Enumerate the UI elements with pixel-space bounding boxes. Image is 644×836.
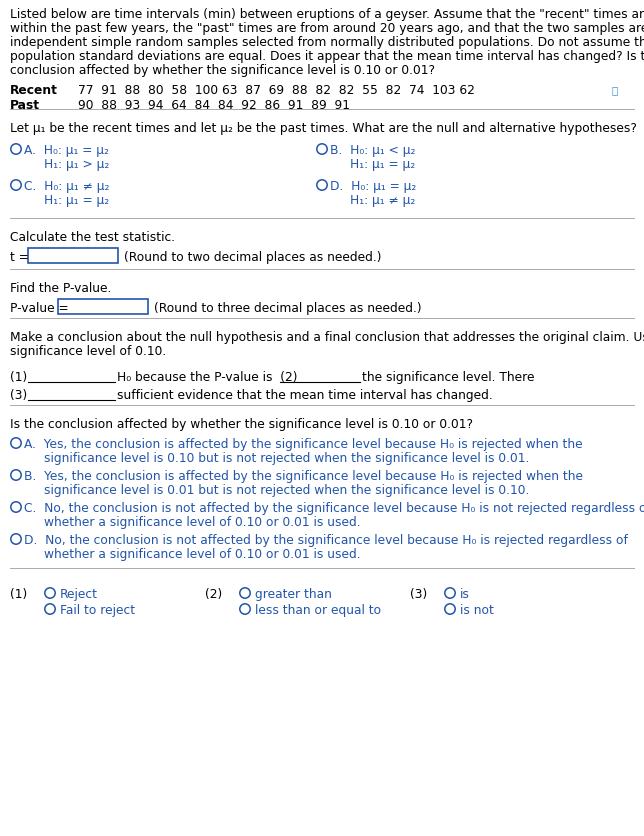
- Text: 90  88  93  94  64  84  84  92  86  91  89  91: 90 88 93 94 64 84 84 92 86 91 89 91: [78, 99, 350, 112]
- Text: (2): (2): [205, 588, 222, 601]
- Text: Past: Past: [10, 99, 40, 112]
- Text: t =: t =: [10, 251, 29, 264]
- Text: significance level is 0.10 but is not rejected when the significance level is 0.: significance level is 0.10 but is not re…: [44, 452, 529, 465]
- Text: B.  Yes, the conclusion is affected by the significance level because H₀ is reje: B. Yes, the conclusion is affected by th…: [24, 470, 583, 483]
- Text: C.  No, the conclusion is not affected by the significance level because H₀ is n: C. No, the conclusion is not affected by…: [24, 502, 644, 515]
- Text: D.  No, the conclusion is not affected by the significance level because H₀ is r: D. No, the conclusion is not affected by…: [24, 534, 628, 547]
- Text: Let μ₁ be the recent times and let μ₂ be the past times. What are the null and a: Let μ₁ be the recent times and let μ₂ be…: [10, 122, 637, 135]
- Text: Fail to reject: Fail to reject: [60, 604, 135, 617]
- Text: sufficient evidence that the mean time interval has changed.: sufficient evidence that the mean time i…: [117, 389, 493, 402]
- Text: is not: is not: [460, 604, 494, 617]
- Text: H₁: μ₁ > μ₂: H₁: μ₁ > μ₂: [44, 158, 109, 171]
- Text: (Round to three decimal places as needed.): (Round to three decimal places as needed…: [154, 302, 422, 315]
- Text: (Round to two decimal places as needed.): (Round to two decimal places as needed.): [124, 251, 381, 264]
- Text: whether a significance level of 0.10 or 0.01 is used.: whether a significance level of 0.10 or …: [44, 516, 361, 529]
- Text: H₁: μ₁ = μ₂: H₁: μ₁ = μ₂: [44, 194, 109, 207]
- Text: Make a conclusion about the null hypothesis and a final conclusion that addresse: Make a conclusion about the null hypothe…: [10, 331, 644, 344]
- Text: Find the P-value.: Find the P-value.: [10, 282, 111, 295]
- Text: is: is: [460, 588, 470, 601]
- Text: less than or equal to: less than or equal to: [255, 604, 381, 617]
- Text: P-value =: P-value =: [10, 302, 69, 315]
- Text: (1): (1): [10, 371, 31, 384]
- Text: significance level is 0.01 but is not rejected when the significance level is 0.: significance level is 0.01 but is not re…: [44, 484, 529, 497]
- Text: within the past few years, the "past" times are from around 20 years ago, and th: within the past few years, the "past" ti…: [10, 22, 644, 35]
- Text: (3): (3): [410, 588, 427, 601]
- Text: significance level of 0.10.: significance level of 0.10.: [10, 345, 166, 358]
- FancyBboxPatch shape: [58, 299, 148, 314]
- FancyBboxPatch shape: [28, 248, 118, 263]
- Text: C.  H₀: μ₁ ≠ μ₂: C. H₀: μ₁ ≠ μ₂: [24, 180, 109, 193]
- Text: Listed below are time intervals (min) between eruptions of a geyser. Assume that: Listed below are time intervals (min) be…: [10, 8, 644, 21]
- Text: Recent: Recent: [10, 84, 58, 97]
- Text: ⧉: ⧉: [612, 85, 618, 95]
- Text: whether a significance level of 0.10 or 0.01 is used.: whether a significance level of 0.10 or …: [44, 548, 361, 561]
- Text: (3): (3): [10, 389, 31, 402]
- Text: B.  H₀: μ₁ < μ₂: B. H₀: μ₁ < μ₂: [330, 144, 415, 157]
- Text: 77  91  88  80  58  100 63  87  69  88  82  82  55  82  74  103 62: 77 91 88 80 58 100 63 87 69 88 82 82 55 …: [78, 84, 475, 97]
- Text: A.  Yes, the conclusion is affected by the significance level because H₀ is reje: A. Yes, the conclusion is affected by th…: [24, 438, 583, 451]
- Text: (1): (1): [10, 588, 27, 601]
- Text: H₁: μ₁ = μ₂: H₁: μ₁ = μ₂: [350, 158, 415, 171]
- Text: Is the conclusion affected by whether the significance level is 0.10 or 0.01?: Is the conclusion affected by whether th…: [10, 418, 473, 431]
- Text: conclusion affected by whether the significance level is 0.10 or 0.01?: conclusion affected by whether the signi…: [10, 64, 435, 77]
- Text: H₀ because the P-value is  (2): H₀ because the P-value is (2): [117, 371, 301, 384]
- Text: greater than: greater than: [255, 588, 332, 601]
- Text: Calculate the test statistic.: Calculate the test statistic.: [10, 231, 175, 244]
- Text: A.  H₀: μ₁ = μ₂: A. H₀: μ₁ = μ₂: [24, 144, 109, 157]
- Text: Reject: Reject: [60, 588, 98, 601]
- Text: H₁: μ₁ ≠ μ₂: H₁: μ₁ ≠ μ₂: [350, 194, 415, 207]
- Text: D.  H₀: μ₁ = μ₂: D. H₀: μ₁ = μ₂: [330, 180, 416, 193]
- Text: population standard deviations are equal. Does it appear that the mean time inte: population standard deviations are equal…: [10, 50, 644, 63]
- Text: independent simple random samples selected from normally distributed populations: independent simple random samples select…: [10, 36, 644, 49]
- Text: the significance level. There: the significance level. There: [362, 371, 535, 384]
